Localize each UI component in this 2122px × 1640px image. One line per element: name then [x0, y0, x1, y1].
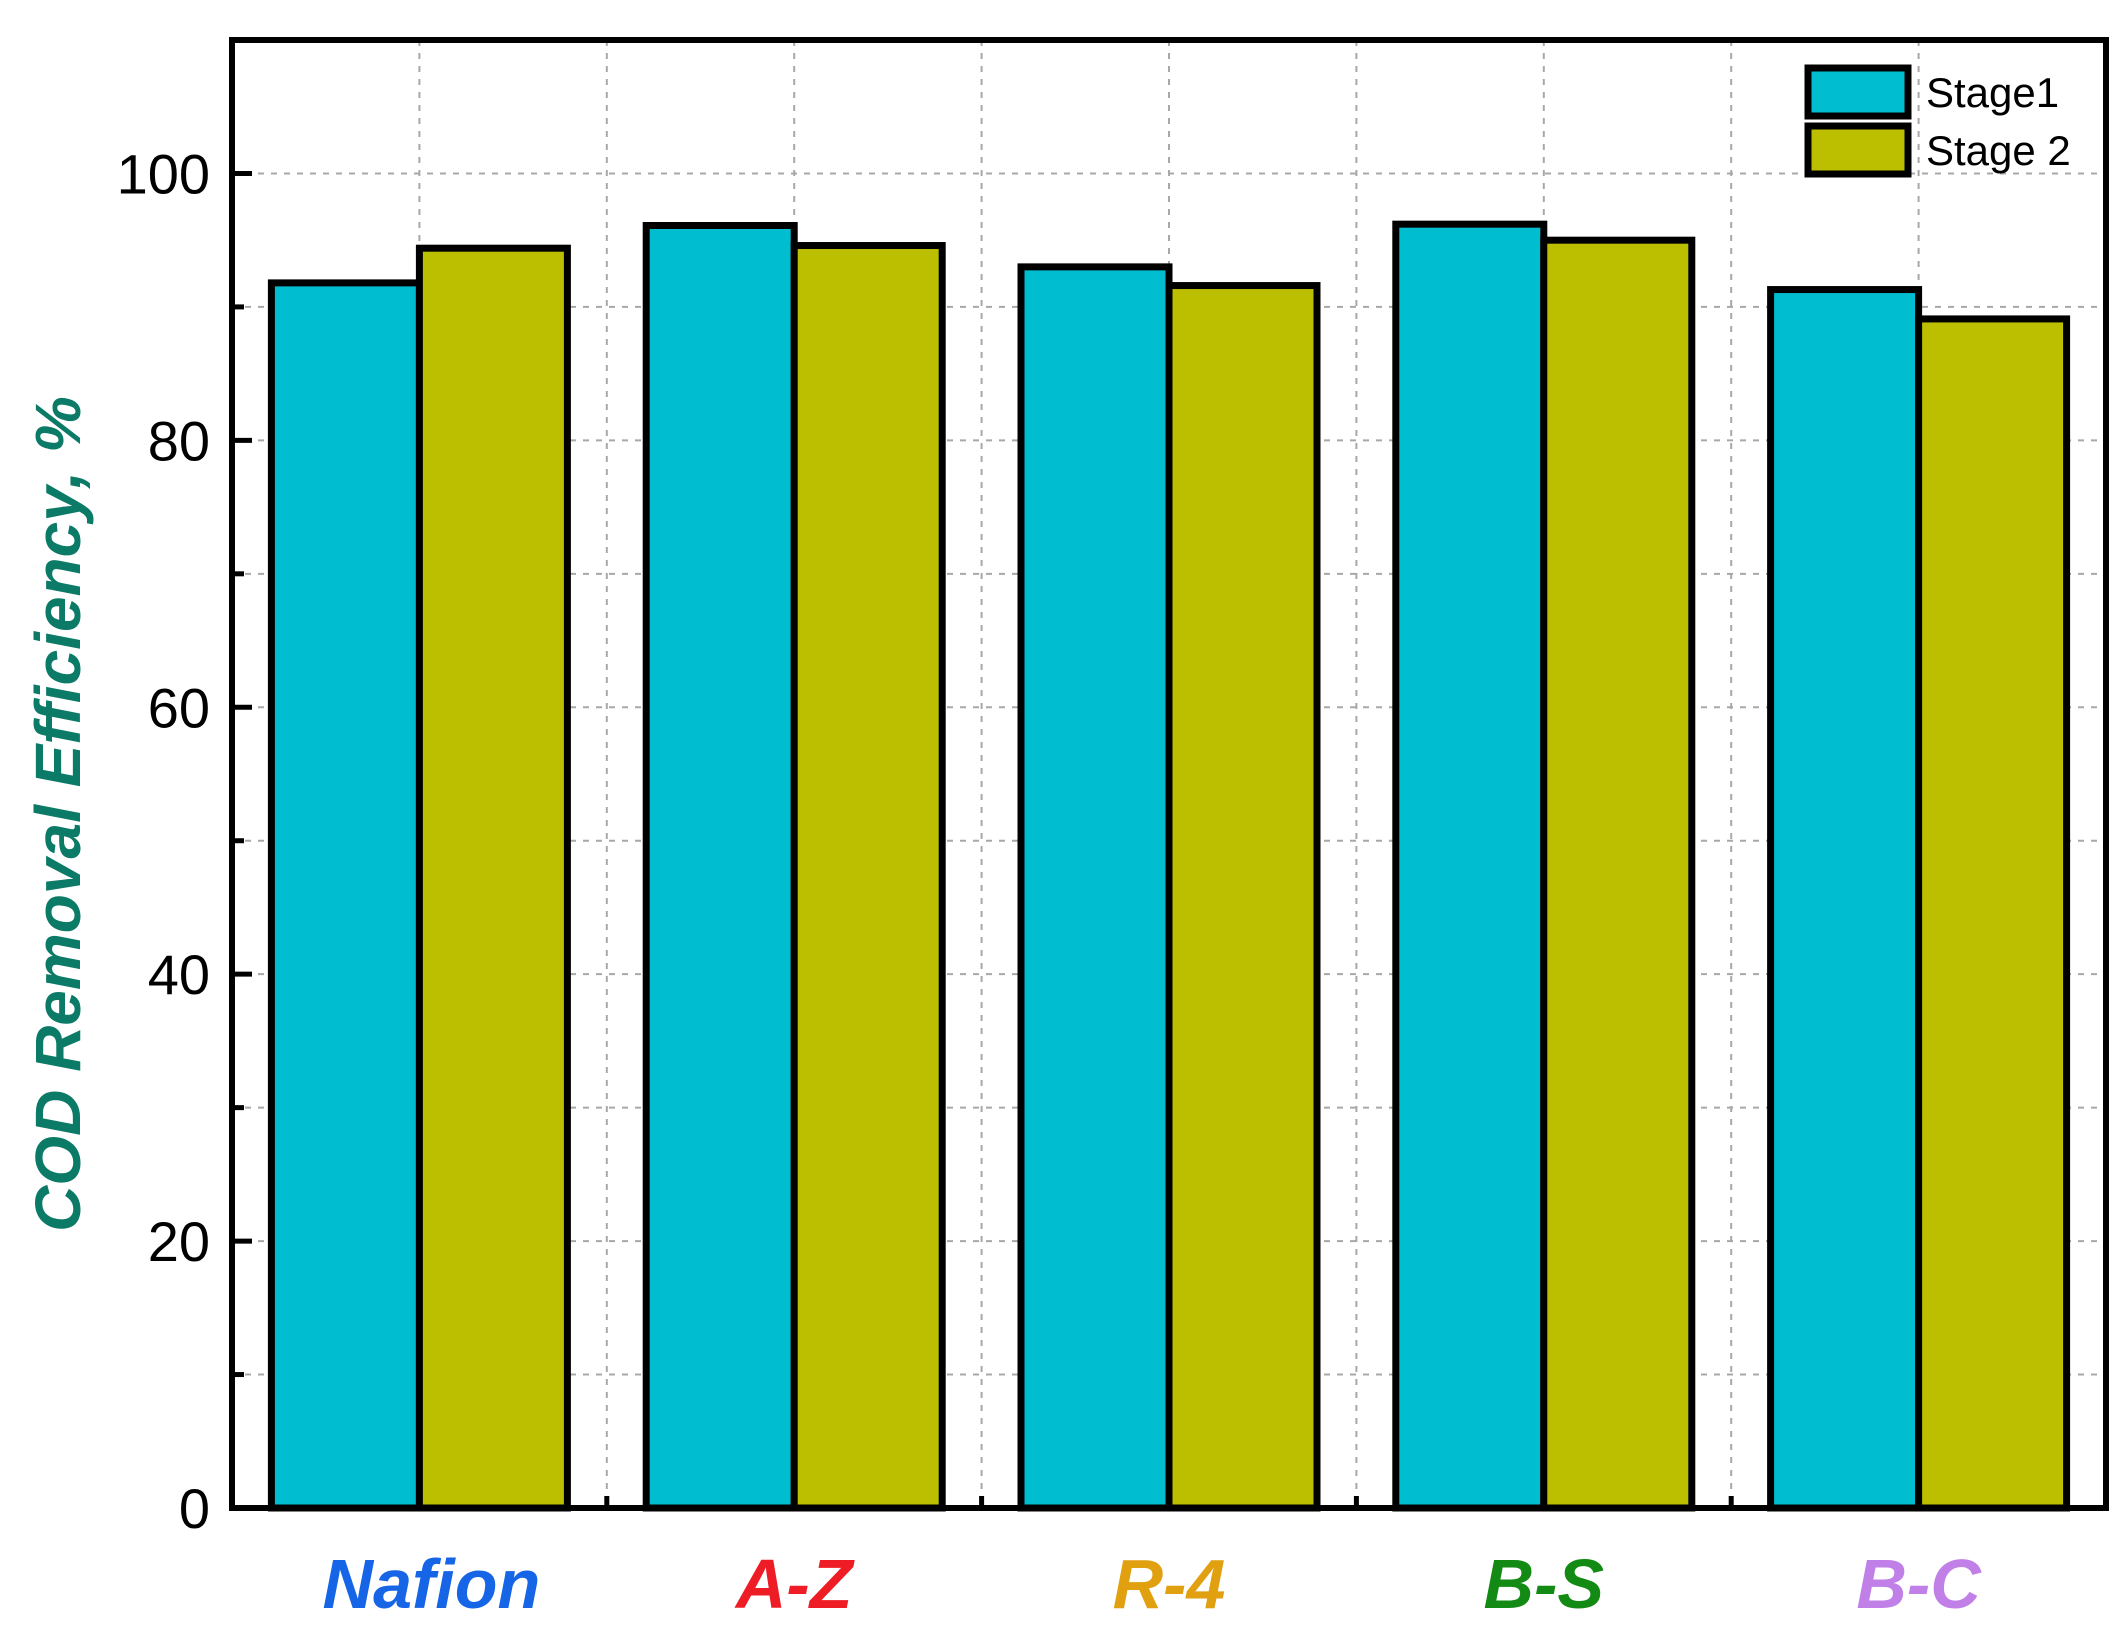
bars: [267, 220, 2071, 1512]
y-tick-label: 60: [148, 676, 210, 739]
bar-b-s-series-2: [1540, 236, 1696, 1512]
legend-swatch-stage2: [1804, 122, 1912, 178]
legend-label-stage2: Stage 2: [1926, 127, 2071, 174]
x-category-label: A-Z: [734, 1545, 855, 1623]
x-category-label: Nafion: [323, 1545, 541, 1623]
legend-swatch-stage1: [1804, 64, 1912, 120]
y-tick-label: 40: [148, 943, 210, 1006]
y-tick-label: 20: [148, 1210, 210, 1273]
legend-label-stage1: Stage1: [1926, 69, 2059, 116]
bar-nafion-series-2: [415, 244, 571, 1512]
x-category-label: B-S: [1484, 1545, 1605, 1623]
bar-b-s-series-1: [1392, 220, 1548, 1512]
x-category-label: B-C: [1856, 1545, 1982, 1623]
y-tick-label: 0: [179, 1477, 210, 1540]
bar-r-4-series-1: [1017, 263, 1173, 1512]
bar-b-c-series-2: [1915, 315, 2071, 1512]
y-tick-labels: 0 20 40 60 80 100: [117, 142, 210, 1540]
x-category-label: R-4: [1113, 1545, 1226, 1623]
bar-r-4-series-2: [1165, 282, 1321, 1512]
y-axis-label: COD Removal Efficiency, %: [22, 396, 94, 1232]
bar-nafion-series-1: [267, 279, 423, 1512]
legend: Stage1 Stage 2: [1804, 64, 2071, 178]
bar-b-c-series-1: [1767, 286, 1923, 1512]
x-category-labels: Nafion A-Z R-4 B-S B-C: [323, 1545, 1983, 1623]
bar-a-z-series-2: [790, 242, 946, 1512]
bar-a-z-series-1: [642, 222, 798, 1512]
plot-frame: [229, 37, 2109, 1511]
axis-ticks: [232, 170, 1734, 1508]
y-tick-label: 100: [117, 142, 210, 205]
y-tick-label: 80: [148, 409, 210, 472]
